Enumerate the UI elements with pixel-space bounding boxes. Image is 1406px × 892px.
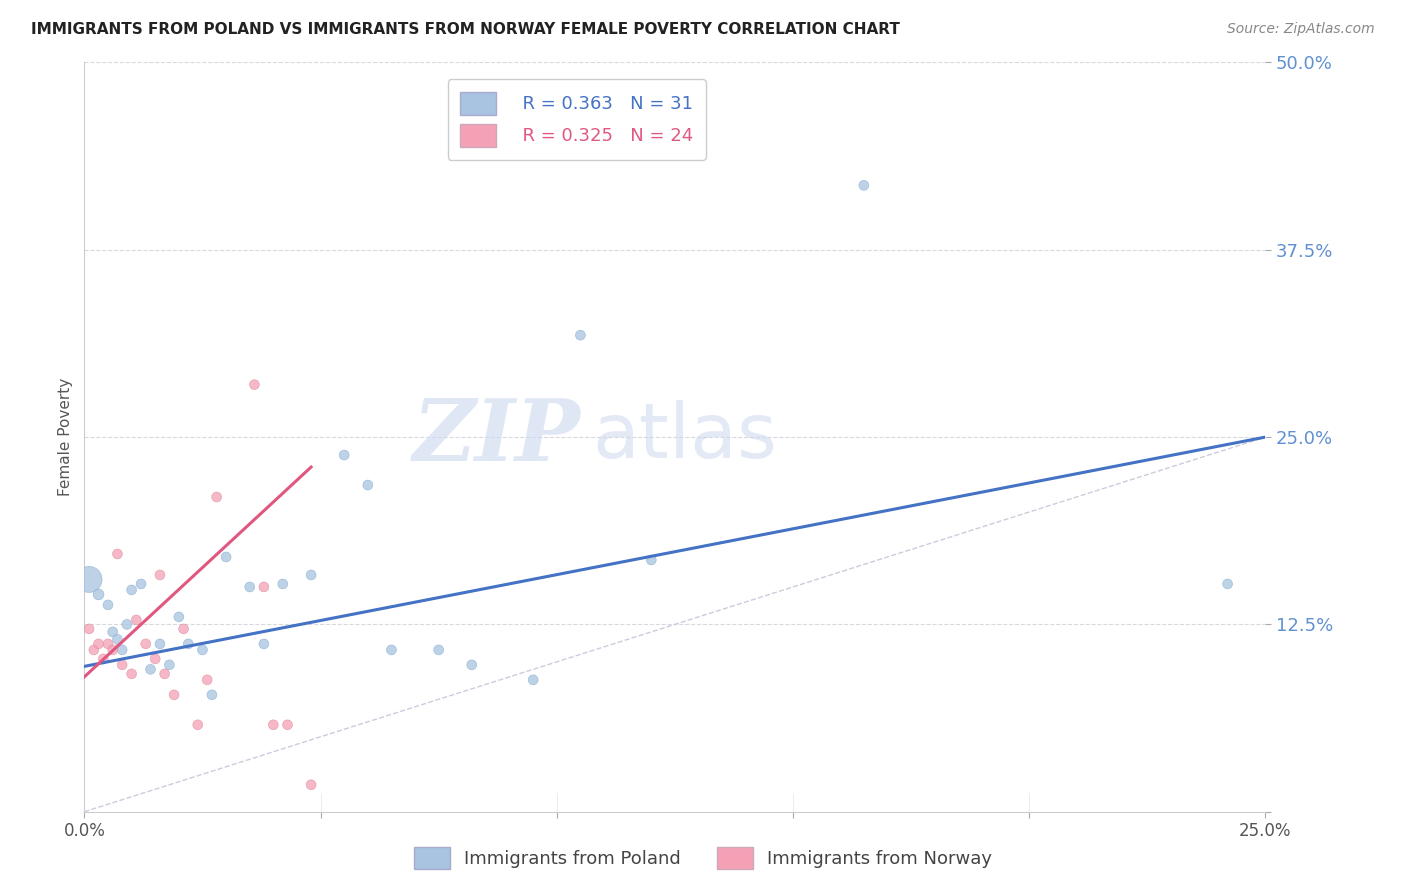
Point bbox=[125, 613, 148, 627]
Point bbox=[153, 666, 176, 681]
Point bbox=[253, 580, 276, 594]
Point bbox=[333, 448, 356, 462]
Text: ZIP: ZIP bbox=[412, 395, 581, 479]
Point bbox=[380, 643, 402, 657]
Point bbox=[640, 553, 662, 567]
Legend: Immigrants from Poland, Immigrants from Norway: Immigrants from Poland, Immigrants from … bbox=[405, 838, 1001, 879]
Point bbox=[111, 657, 134, 672]
Point bbox=[91, 652, 114, 666]
Text: atlas: atlas bbox=[592, 401, 778, 474]
Point bbox=[215, 549, 238, 564]
Point bbox=[129, 577, 152, 591]
Point bbox=[427, 643, 450, 657]
Point bbox=[299, 778, 322, 792]
Point bbox=[107, 632, 129, 647]
Point bbox=[121, 666, 143, 681]
Point bbox=[115, 617, 138, 632]
Point bbox=[135, 637, 157, 651]
Point bbox=[77, 573, 100, 587]
Point bbox=[239, 580, 262, 594]
Text: IMMIGRANTS FROM POLAND VS IMMIGRANTS FROM NORWAY FEMALE POVERTY CORRELATION CHAR: IMMIGRANTS FROM POLAND VS IMMIGRANTS FRO… bbox=[31, 22, 900, 37]
Point bbox=[357, 478, 380, 492]
Point bbox=[569, 328, 592, 343]
Y-axis label: Female Poverty: Female Poverty bbox=[58, 378, 73, 496]
Point bbox=[143, 652, 166, 666]
Point bbox=[107, 547, 129, 561]
Point bbox=[87, 587, 110, 601]
Point bbox=[271, 577, 294, 591]
Point bbox=[149, 568, 172, 582]
Point bbox=[522, 673, 544, 687]
Point bbox=[101, 624, 124, 639]
Point bbox=[262, 718, 284, 732]
Point bbox=[97, 598, 120, 612]
Point bbox=[852, 178, 875, 193]
Point bbox=[299, 568, 322, 582]
Point bbox=[1216, 577, 1239, 591]
Point bbox=[163, 688, 186, 702]
Point bbox=[243, 377, 266, 392]
Point bbox=[139, 662, 162, 676]
Point bbox=[253, 637, 276, 651]
Point bbox=[187, 718, 209, 732]
Legend:   R = 0.363   N = 31,   R = 0.325   N = 24: R = 0.363 N = 31, R = 0.325 N = 24 bbox=[447, 79, 706, 160]
Point bbox=[195, 673, 218, 687]
Point bbox=[177, 637, 200, 651]
Point bbox=[121, 582, 143, 597]
Point bbox=[101, 643, 124, 657]
Point bbox=[149, 637, 172, 651]
Point bbox=[205, 490, 228, 504]
Point bbox=[173, 622, 195, 636]
Point bbox=[191, 643, 214, 657]
Point bbox=[77, 622, 100, 636]
Point bbox=[87, 637, 110, 651]
Point bbox=[157, 657, 180, 672]
Point bbox=[276, 718, 298, 732]
Point bbox=[97, 637, 120, 651]
Text: Source: ZipAtlas.com: Source: ZipAtlas.com bbox=[1227, 22, 1375, 37]
Point bbox=[461, 657, 484, 672]
Point bbox=[201, 688, 224, 702]
Point bbox=[83, 643, 105, 657]
Point bbox=[167, 610, 190, 624]
Point bbox=[111, 643, 134, 657]
